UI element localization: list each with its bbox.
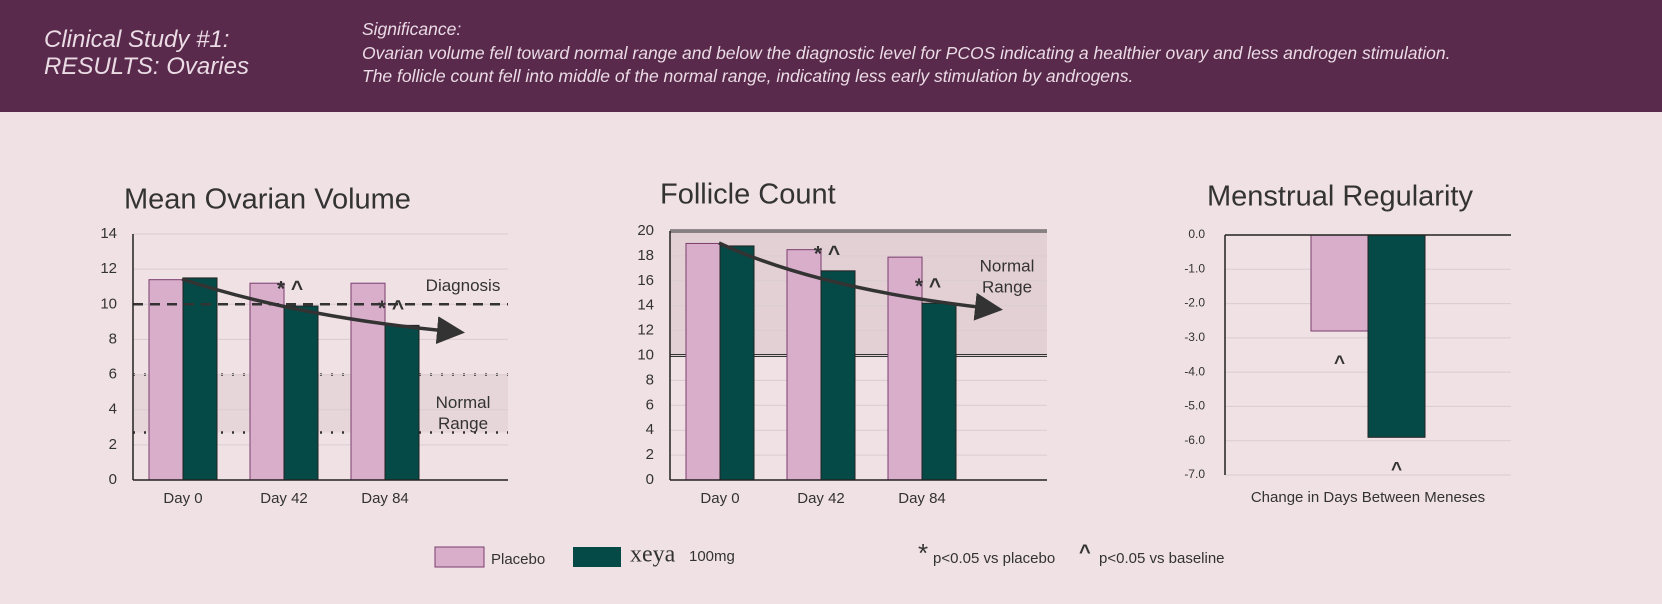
chart-title: Mean Ovarian Volume [124, 184, 411, 216]
y-tick-label: -4.0 [1184, 364, 1205, 378]
x-tick-label: Day 84 [898, 490, 946, 507]
y-tick-label: 10 [637, 346, 654, 363]
y-tick-label: -1.0 [1184, 261, 1205, 275]
y-tick-label: 4 [109, 401, 117, 418]
band-label: Range [438, 414, 488, 433]
significance: Significance: Ovarian volume fell toward… [362, 18, 1451, 89]
legend-swatch [434, 546, 485, 568]
y-tick-label: 6 [646, 396, 654, 413]
y-tick-label: 0 [109, 471, 117, 488]
y-tick-label: -7.0 [1184, 467, 1205, 481]
chart-title: Menstrual Regularity [1207, 181, 1473, 213]
band-label: Range [982, 277, 1032, 296]
y-tick-label: 20 [637, 222, 654, 239]
y-tick-label: 18 [637, 247, 654, 264]
bar [921, 302, 957, 481]
legend-label: 100mg [689, 548, 735, 565]
y-tick-label: -5.0 [1184, 399, 1205, 413]
y-tick-label: 2 [646, 446, 654, 463]
y-tick-label: 10 [100, 295, 117, 312]
y-tick-label: 14 [637, 297, 654, 314]
y-tick-label: -6.0 [1184, 433, 1205, 447]
title-line: Clinical Study #1: [44, 26, 230, 53]
y-tick-label: 0.0 [1188, 227, 1205, 241]
bar [820, 270, 856, 481]
x-tick-label: Day 0 [700, 490, 739, 507]
significance-marker: * ^ [378, 297, 404, 320]
x-tick-label: Day 84 [361, 490, 409, 507]
y-tick-label: 6 [109, 366, 117, 383]
legend-label: Placebo [491, 551, 545, 568]
significance-marker: * ^ [915, 275, 941, 298]
title-line: RESULTS: Ovaries [44, 53, 249, 80]
band-label: Normal [436, 393, 491, 412]
y-tick-label: 2 [109, 436, 117, 453]
significance-label: Significance: [362, 19, 462, 39]
reference-label: Diagnosis [426, 276, 501, 295]
x-tick-label: Day 0 [163, 490, 202, 507]
y-tick-label: 12 [100, 260, 117, 277]
y-tick-label: 4 [646, 421, 654, 438]
legend-swatch [573, 547, 621, 567]
trend-arrow [181, 277, 465, 345]
bar [182, 277, 218, 481]
header-title: Clinical Study #1: RESULTS: Ovaries [44, 26, 249, 80]
bar [685, 242, 721, 481]
significance-marker: * ^ [814, 242, 840, 265]
bar [1310, 234, 1369, 332]
significance-line: Ovarian volume fell toward normal range … [362, 42, 1451, 63]
x-tick-label: Day 42 [260, 490, 308, 507]
bar [384, 324, 420, 481]
bar [148, 279, 184, 481]
y-tick-label: 12 [637, 322, 654, 339]
legend-brand: xeya [630, 542, 676, 568]
y-tick-label: 0 [646, 471, 654, 488]
y-tick-label: 16 [637, 272, 654, 289]
note-text: p<0.05 vs baseline [1099, 550, 1225, 567]
band-label: Normal [980, 256, 1035, 275]
y-tick-label: -3.0 [1184, 330, 1205, 344]
chart-title: Follicle Count [660, 179, 836, 211]
note-text: p<0.05 vs placebo [933, 550, 1055, 567]
bar [786, 249, 822, 481]
bar [1367, 234, 1426, 438]
bar [283, 305, 319, 481]
significance-marker: ^ [1334, 353, 1345, 374]
trend-arrow [718, 241, 1003, 321]
y-tick-label: -2.0 [1184, 296, 1205, 310]
bar [719, 245, 755, 481]
significance-marker: ^ [1391, 459, 1402, 480]
significance-marker: * ^ [277, 278, 303, 301]
y-tick-label: 8 [109, 330, 117, 347]
note-symbol: * [918, 538, 928, 568]
bar [350, 282, 386, 481]
significance-line: The follicle count fell into middle of t… [362, 66, 1134, 86]
x-tick-label: Day 42 [797, 490, 845, 507]
note-symbol: ^ [1079, 541, 1091, 563]
bar [249, 282, 285, 481]
x-tick-label: Change in Days Between Meneses [1251, 489, 1485, 506]
header: Clinical Study #1: RESULTS: Ovaries Sign… [0, 0, 1662, 112]
y-tick-label: 8 [646, 371, 654, 388]
y-tick-label: 14 [100, 225, 117, 242]
